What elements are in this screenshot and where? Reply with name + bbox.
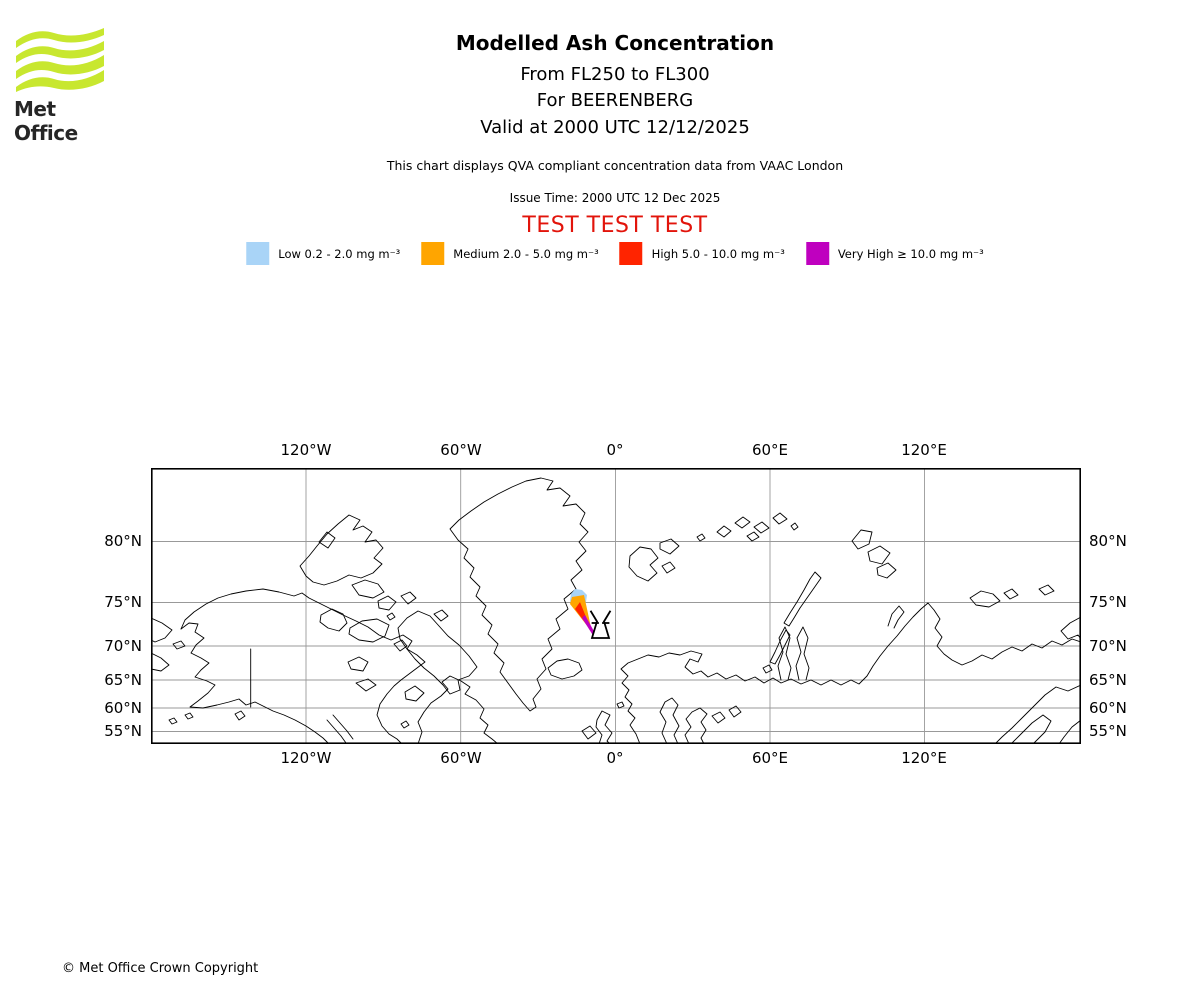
logo-waves-icon — [16, 28, 104, 92]
medium-label: Medium 2.0 - 5.0 mg m⁻³ — [453, 246, 599, 261]
coastlines — [150, 477, 1082, 745]
very-high-swatch — [805, 242, 829, 265]
legend-item-low: Low 0.2 - 2.0 mg m⁻³ — [246, 242, 400, 265]
valid-time-subtitle: Valid at 2000 UTC 12/12/2025 — [480, 117, 750, 138]
lat-label-right-65n: 65°N — [1089, 671, 1127, 689]
map-panel — [150, 468, 1082, 745]
graticule — [151, 468, 1081, 744]
lat-label-left-75n: 75°N — [104, 593, 142, 611]
lon-label-top-120w: 120°W — [280, 441, 332, 459]
lat-label-left-55n: 55°N — [104, 722, 142, 740]
qva-note: This chart displays QVA compliant concen… — [386, 158, 844, 173]
low-label: Low 0.2 - 2.0 mg m⁻³ — [278, 246, 401, 261]
lat-label-right-75n: 75°N — [1089, 593, 1127, 611]
low-swatch — [246, 242, 270, 265]
lon-label-top-60e: 60°E — [751, 441, 789, 459]
page-title: Modelled Ash Concentration — [455, 31, 775, 55]
lat-label-left-70n: 70°N — [104, 637, 142, 655]
met-office-logo: Met Office — [14, 28, 114, 145]
lon-label-bottom-60w: 60°W — [440, 749, 482, 767]
issue-time: Issue Time: 2000 UTC 12 Dec 2025 — [509, 191, 721, 205]
test-banner: TEST TEST TEST — [522, 213, 708, 238]
lon-label-bottom-0: 0° — [606, 749, 624, 767]
legend-item-very-high: Very High ≥ 10.0 mg m⁻³ — [805, 242, 984, 265]
ash-plume — [570, 589, 596, 637]
copyright-notice: © Met Office Crown Copyright — [62, 961, 259, 976]
flight-level-subtitle: From FL250 to FL300 — [520, 64, 710, 85]
lon-label-bottom-120w: 120°W — [280, 749, 332, 767]
medium-swatch — [421, 242, 445, 265]
map-frame — [151, 468, 1082, 744]
lat-label-left-60n: 60°N — [104, 699, 142, 717]
high-label: High 5.0 - 10.0 mg m⁻³ — [651, 246, 785, 261]
volcano-icon — [589, 610, 612, 639]
lon-label-top-120e: 120°E — [901, 441, 947, 459]
ash-plume-very-high — [582, 615, 596, 637]
map-canvas — [150, 468, 1082, 745]
volcano-subtitle: For BEERENBERG — [536, 90, 694, 111]
concentration-legend: Low 0.2 - 2.0 mg m⁻³ Medium 2.0 - 5.0 mg… — [246, 242, 984, 265]
legend-item-medium: Medium 2.0 - 5.0 mg m⁻³ — [421, 242, 599, 265]
lon-label-bottom-60e: 60°E — [751, 749, 789, 767]
lat-label-right-70n: 70°N — [1089, 637, 1127, 655]
high-swatch — [619, 242, 643, 265]
lon-label-top-0: 0° — [606, 441, 624, 459]
lon-label-top-60w: 60°W — [440, 441, 482, 459]
lon-label-bottom-120e: 120°E — [901, 749, 947, 767]
logo-wordmark: Met Office — [14, 97, 78, 145]
legend-item-high: High 5.0 - 10.0 mg m⁻³ — [619, 242, 785, 265]
lat-label-left-65n: 65°N — [104, 671, 142, 689]
lat-label-left-80n: 80°N — [104, 532, 142, 550]
very-high-label: Very High ≥ 10.0 mg m⁻³ — [837, 246, 984, 261]
lat-label-right-60n: 60°N — [1089, 699, 1127, 717]
lat-label-right-55n: 55°N — [1089, 722, 1127, 740]
lat-label-right-80n: 80°N — [1089, 532, 1127, 550]
